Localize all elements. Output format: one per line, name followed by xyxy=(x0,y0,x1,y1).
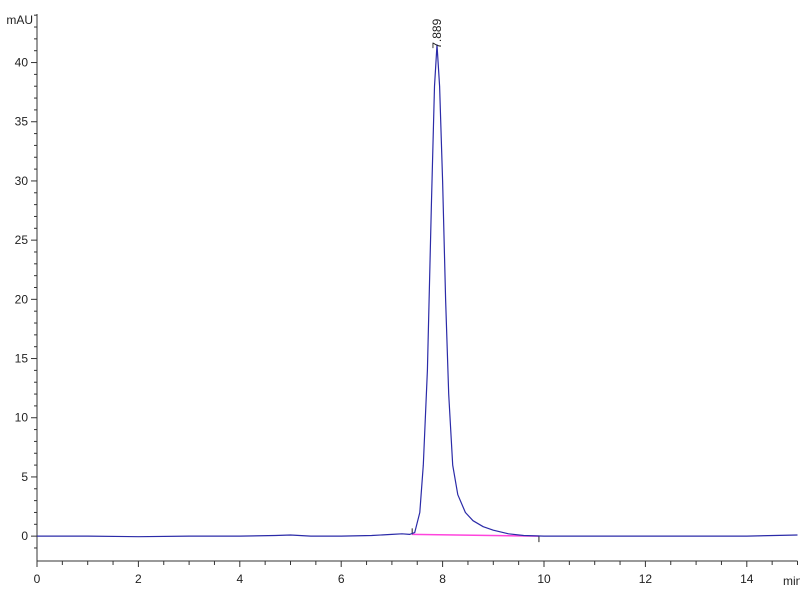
x-tick-label: 4 xyxy=(236,572,243,586)
x-tick-label: 12 xyxy=(639,572,653,586)
integration-baseline xyxy=(412,533,539,537)
x-tick-label: 0 xyxy=(34,572,41,586)
peak-retention-label: 7.889 xyxy=(430,18,444,48)
y-tick-label: 10 xyxy=(15,411,29,425)
plot-area: 7.889 xyxy=(37,18,798,543)
y-tick-label: 30 xyxy=(15,174,29,188)
x-axis-label: min xyxy=(783,574,800,588)
y-tick-label: 15 xyxy=(15,352,29,366)
y-tick-label: 25 xyxy=(15,233,29,247)
signal-trace xyxy=(37,44,798,538)
y-tick-label: 35 xyxy=(15,115,29,129)
y-tick-label: 5 xyxy=(21,470,28,484)
y-tick-label: 20 xyxy=(15,292,29,306)
y-axis-label: mAU xyxy=(6,13,33,27)
x-tick-label: 8 xyxy=(439,572,446,586)
x-tick-label: 6 xyxy=(338,572,345,586)
axes: 0 2 4 6 8 10 12 14 0 5 10 15 20 25 30 35 40 xyxy=(15,14,798,586)
y-tick-label: 40 xyxy=(15,56,29,70)
x-tick-label: 14 xyxy=(740,572,754,586)
x-tick-label: 10 xyxy=(537,572,551,586)
y-tick-label: 0 xyxy=(21,529,28,543)
x-tick-label: 2 xyxy=(135,572,142,586)
